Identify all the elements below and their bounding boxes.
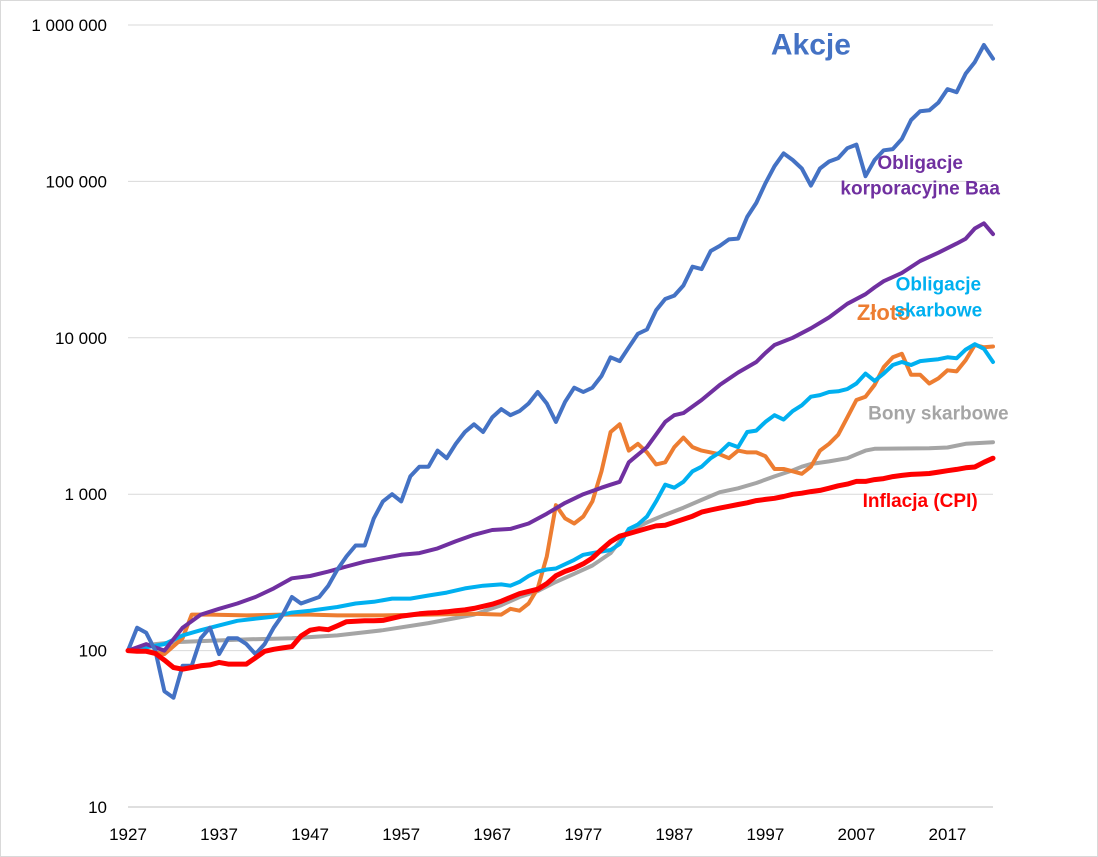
y-tick-label: 10 — [88, 798, 107, 817]
x-tick-label: 1927 — [109, 825, 147, 844]
x-tick-label: 2007 — [838, 825, 876, 844]
x-tick-label: 1967 — [473, 825, 511, 844]
x-tick-label: 1977 — [564, 825, 602, 844]
series-line-cpi — [125, 455, 996, 672]
series-line-stocks — [126, 43, 995, 700]
series-label-treasury: skarbowe — [895, 300, 983, 321]
y-tick-label: 1 000 000 — [31, 16, 107, 35]
y-tick-label: 100 000 — [46, 172, 107, 191]
y-tick-label: 1 000 — [64, 485, 107, 504]
series-line-bills — [126, 440, 995, 653]
series-label-baa: Obligacje — [877, 153, 963, 174]
series-label-treasury: Obligacje — [896, 275, 982, 296]
y-tick-label: 10 000 — [55, 329, 107, 348]
x-axis-tick-labels: 1927 1937 1947 1957 1967 1977 1987 1997 2007 2017 — [109, 825, 966, 844]
x-tick-label: 1997 — [746, 825, 784, 844]
x-tick-label: 2017 — [929, 825, 967, 844]
series-label-bills: Bony skarbowe — [868, 404, 1008, 425]
x-tick-label: 1957 — [382, 825, 420, 844]
series-line-treasury — [126, 342, 995, 653]
series-lines — [125, 43, 996, 700]
series-label-gold: Złoto — [857, 300, 911, 325]
x-tick-label: 1987 — [655, 825, 693, 844]
y-tick-label: 100 — [79, 642, 107, 661]
series-label-baa: korporacyjne Baa — [840, 179, 1000, 200]
y-axis-tick-labels: 10 100 1 000 10 000 100 000 1 000 000 — [31, 16, 107, 817]
series-label-stocks: Akcje — [771, 28, 851, 61]
x-tick-label: 1937 — [200, 825, 238, 844]
series-line-baa — [126, 221, 995, 653]
series-labels: Bony skarbowe Złoto Obligacje skarbowe Oblig… — [771, 28, 1009, 512]
x-tick-label: 1947 — [291, 825, 329, 844]
series-label-cpi: Inflacja (CPI) — [863, 491, 978, 512]
